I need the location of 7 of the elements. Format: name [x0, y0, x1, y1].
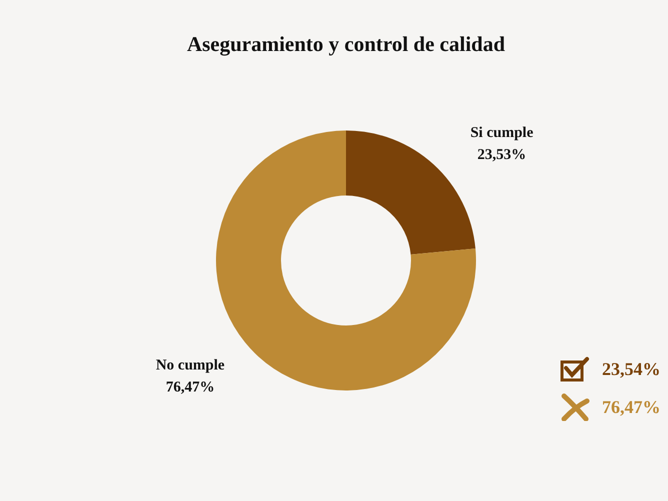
text: 76,47% — [602, 396, 660, 418]
text: 23,54% — [602, 358, 660, 380]
chart-title: Aseguramiento y control de calidad — [186, 32, 506, 57]
data-label: 76,47% — [166, 380, 215, 396]
data-label: 23,53% — [477, 147, 526, 164]
slice-label: No cumple — [156, 358, 225, 374]
slice-label: Si cumple — [470, 125, 534, 142]
